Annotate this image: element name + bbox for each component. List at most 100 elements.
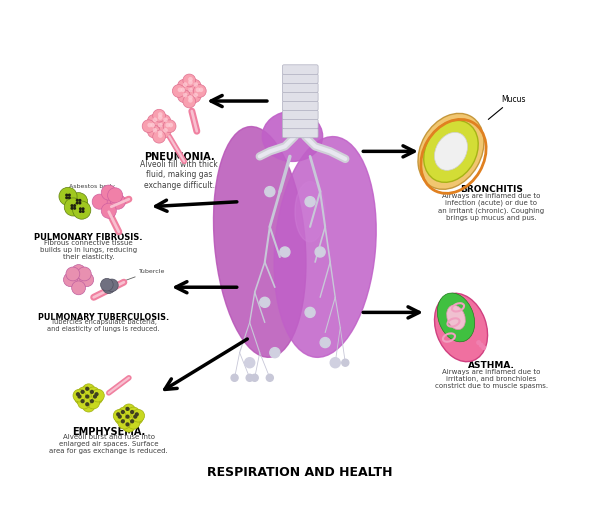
Circle shape (68, 197, 71, 200)
Circle shape (101, 279, 113, 291)
Circle shape (73, 201, 91, 220)
FancyBboxPatch shape (283, 102, 318, 112)
Circle shape (166, 124, 170, 128)
Text: Asbestos body: Asbestos body (68, 183, 115, 188)
Circle shape (148, 115, 160, 128)
Circle shape (163, 118, 168, 123)
Circle shape (94, 392, 98, 396)
Text: Tubercle: Tubercle (116, 269, 166, 284)
Circle shape (260, 298, 270, 308)
Circle shape (145, 121, 158, 133)
Ellipse shape (214, 127, 306, 358)
Circle shape (68, 194, 71, 197)
Text: Alveoli fill with thick
fluid, making gas
exchange difficult.: Alveoli fill with thick fluid, making ga… (140, 160, 218, 189)
Circle shape (90, 392, 103, 405)
Circle shape (73, 389, 86, 402)
Circle shape (125, 407, 130, 411)
Circle shape (188, 88, 193, 93)
Circle shape (183, 93, 196, 106)
Circle shape (107, 188, 122, 204)
Circle shape (77, 387, 91, 400)
Text: Fibrous connective tissue
builds up in lungs, reducing
their elasticity.: Fibrous connective tissue builds up in l… (40, 240, 137, 260)
Circle shape (246, 375, 253, 382)
Text: RESPIRATION AND HEALTH: RESPIRATION AND HEALTH (207, 466, 393, 479)
Circle shape (71, 281, 86, 295)
Circle shape (65, 194, 68, 197)
Circle shape (73, 208, 76, 211)
Circle shape (132, 410, 145, 422)
Circle shape (153, 131, 166, 144)
Circle shape (151, 124, 155, 128)
Circle shape (188, 81, 193, 85)
Circle shape (153, 128, 166, 141)
Circle shape (130, 419, 134, 424)
FancyBboxPatch shape (283, 84, 318, 93)
Circle shape (158, 124, 163, 128)
Circle shape (160, 121, 173, 133)
Circle shape (251, 375, 258, 382)
Circle shape (163, 121, 176, 133)
Circle shape (122, 404, 135, 417)
Circle shape (153, 113, 166, 126)
Circle shape (178, 91, 190, 104)
Circle shape (74, 392, 87, 405)
Circle shape (125, 415, 130, 419)
Circle shape (158, 115, 171, 128)
Circle shape (245, 358, 255, 368)
Circle shape (77, 268, 91, 281)
Circle shape (82, 399, 95, 412)
Circle shape (148, 126, 160, 138)
Circle shape (270, 348, 280, 358)
Circle shape (125, 423, 130, 427)
Circle shape (76, 392, 80, 396)
Circle shape (183, 85, 196, 98)
Text: Airways are inflamed due to
irritation, and bronchioles
constrict due to muscle : Airways are inflamed due to irritation, … (434, 368, 548, 388)
Circle shape (82, 384, 95, 397)
Circle shape (64, 273, 77, 287)
Text: Tubercles encapsulate bacteria,
and elasticity of lungs is reduced.: Tubercles encapsulate bacteria, and elas… (47, 319, 160, 332)
Circle shape (266, 375, 274, 382)
Circle shape (87, 387, 100, 400)
Text: BRONCHITIS: BRONCHITIS (460, 185, 523, 194)
Circle shape (265, 187, 275, 197)
Text: EMPHYSEMA.: EMPHYSEMA. (72, 426, 145, 436)
Circle shape (85, 402, 89, 407)
Circle shape (90, 390, 94, 394)
Ellipse shape (437, 293, 475, 342)
Circle shape (101, 195, 116, 210)
Circle shape (479, 343, 484, 348)
FancyBboxPatch shape (283, 120, 318, 129)
Circle shape (142, 121, 155, 133)
FancyBboxPatch shape (283, 129, 318, 138)
Circle shape (87, 396, 100, 409)
Text: PULMONARY FIBROSIS.: PULMONARY FIBROSIS. (34, 232, 143, 241)
Circle shape (73, 205, 76, 208)
Circle shape (332, 360, 339, 367)
Circle shape (64, 198, 82, 217)
Circle shape (481, 345, 486, 350)
Circle shape (152, 129, 157, 133)
Circle shape (183, 83, 187, 88)
Circle shape (231, 375, 238, 382)
Circle shape (188, 91, 201, 104)
Text: PULMONARY TUBERCULOSIS.: PULMONARY TUBERCULOSIS. (38, 313, 169, 322)
Circle shape (158, 113, 163, 118)
Circle shape (92, 195, 107, 210)
Circle shape (305, 197, 315, 207)
Circle shape (158, 131, 163, 136)
Circle shape (183, 78, 196, 90)
Circle shape (193, 83, 198, 88)
FancyBboxPatch shape (283, 75, 318, 84)
Circle shape (158, 116, 163, 121)
Circle shape (163, 129, 168, 133)
Circle shape (85, 394, 89, 399)
Circle shape (188, 80, 201, 93)
Circle shape (85, 387, 89, 391)
Circle shape (70, 205, 73, 208)
Circle shape (79, 199, 82, 203)
Circle shape (122, 412, 135, 425)
Circle shape (183, 96, 196, 109)
Ellipse shape (418, 114, 484, 190)
Circle shape (92, 389, 104, 402)
Circle shape (158, 134, 163, 138)
